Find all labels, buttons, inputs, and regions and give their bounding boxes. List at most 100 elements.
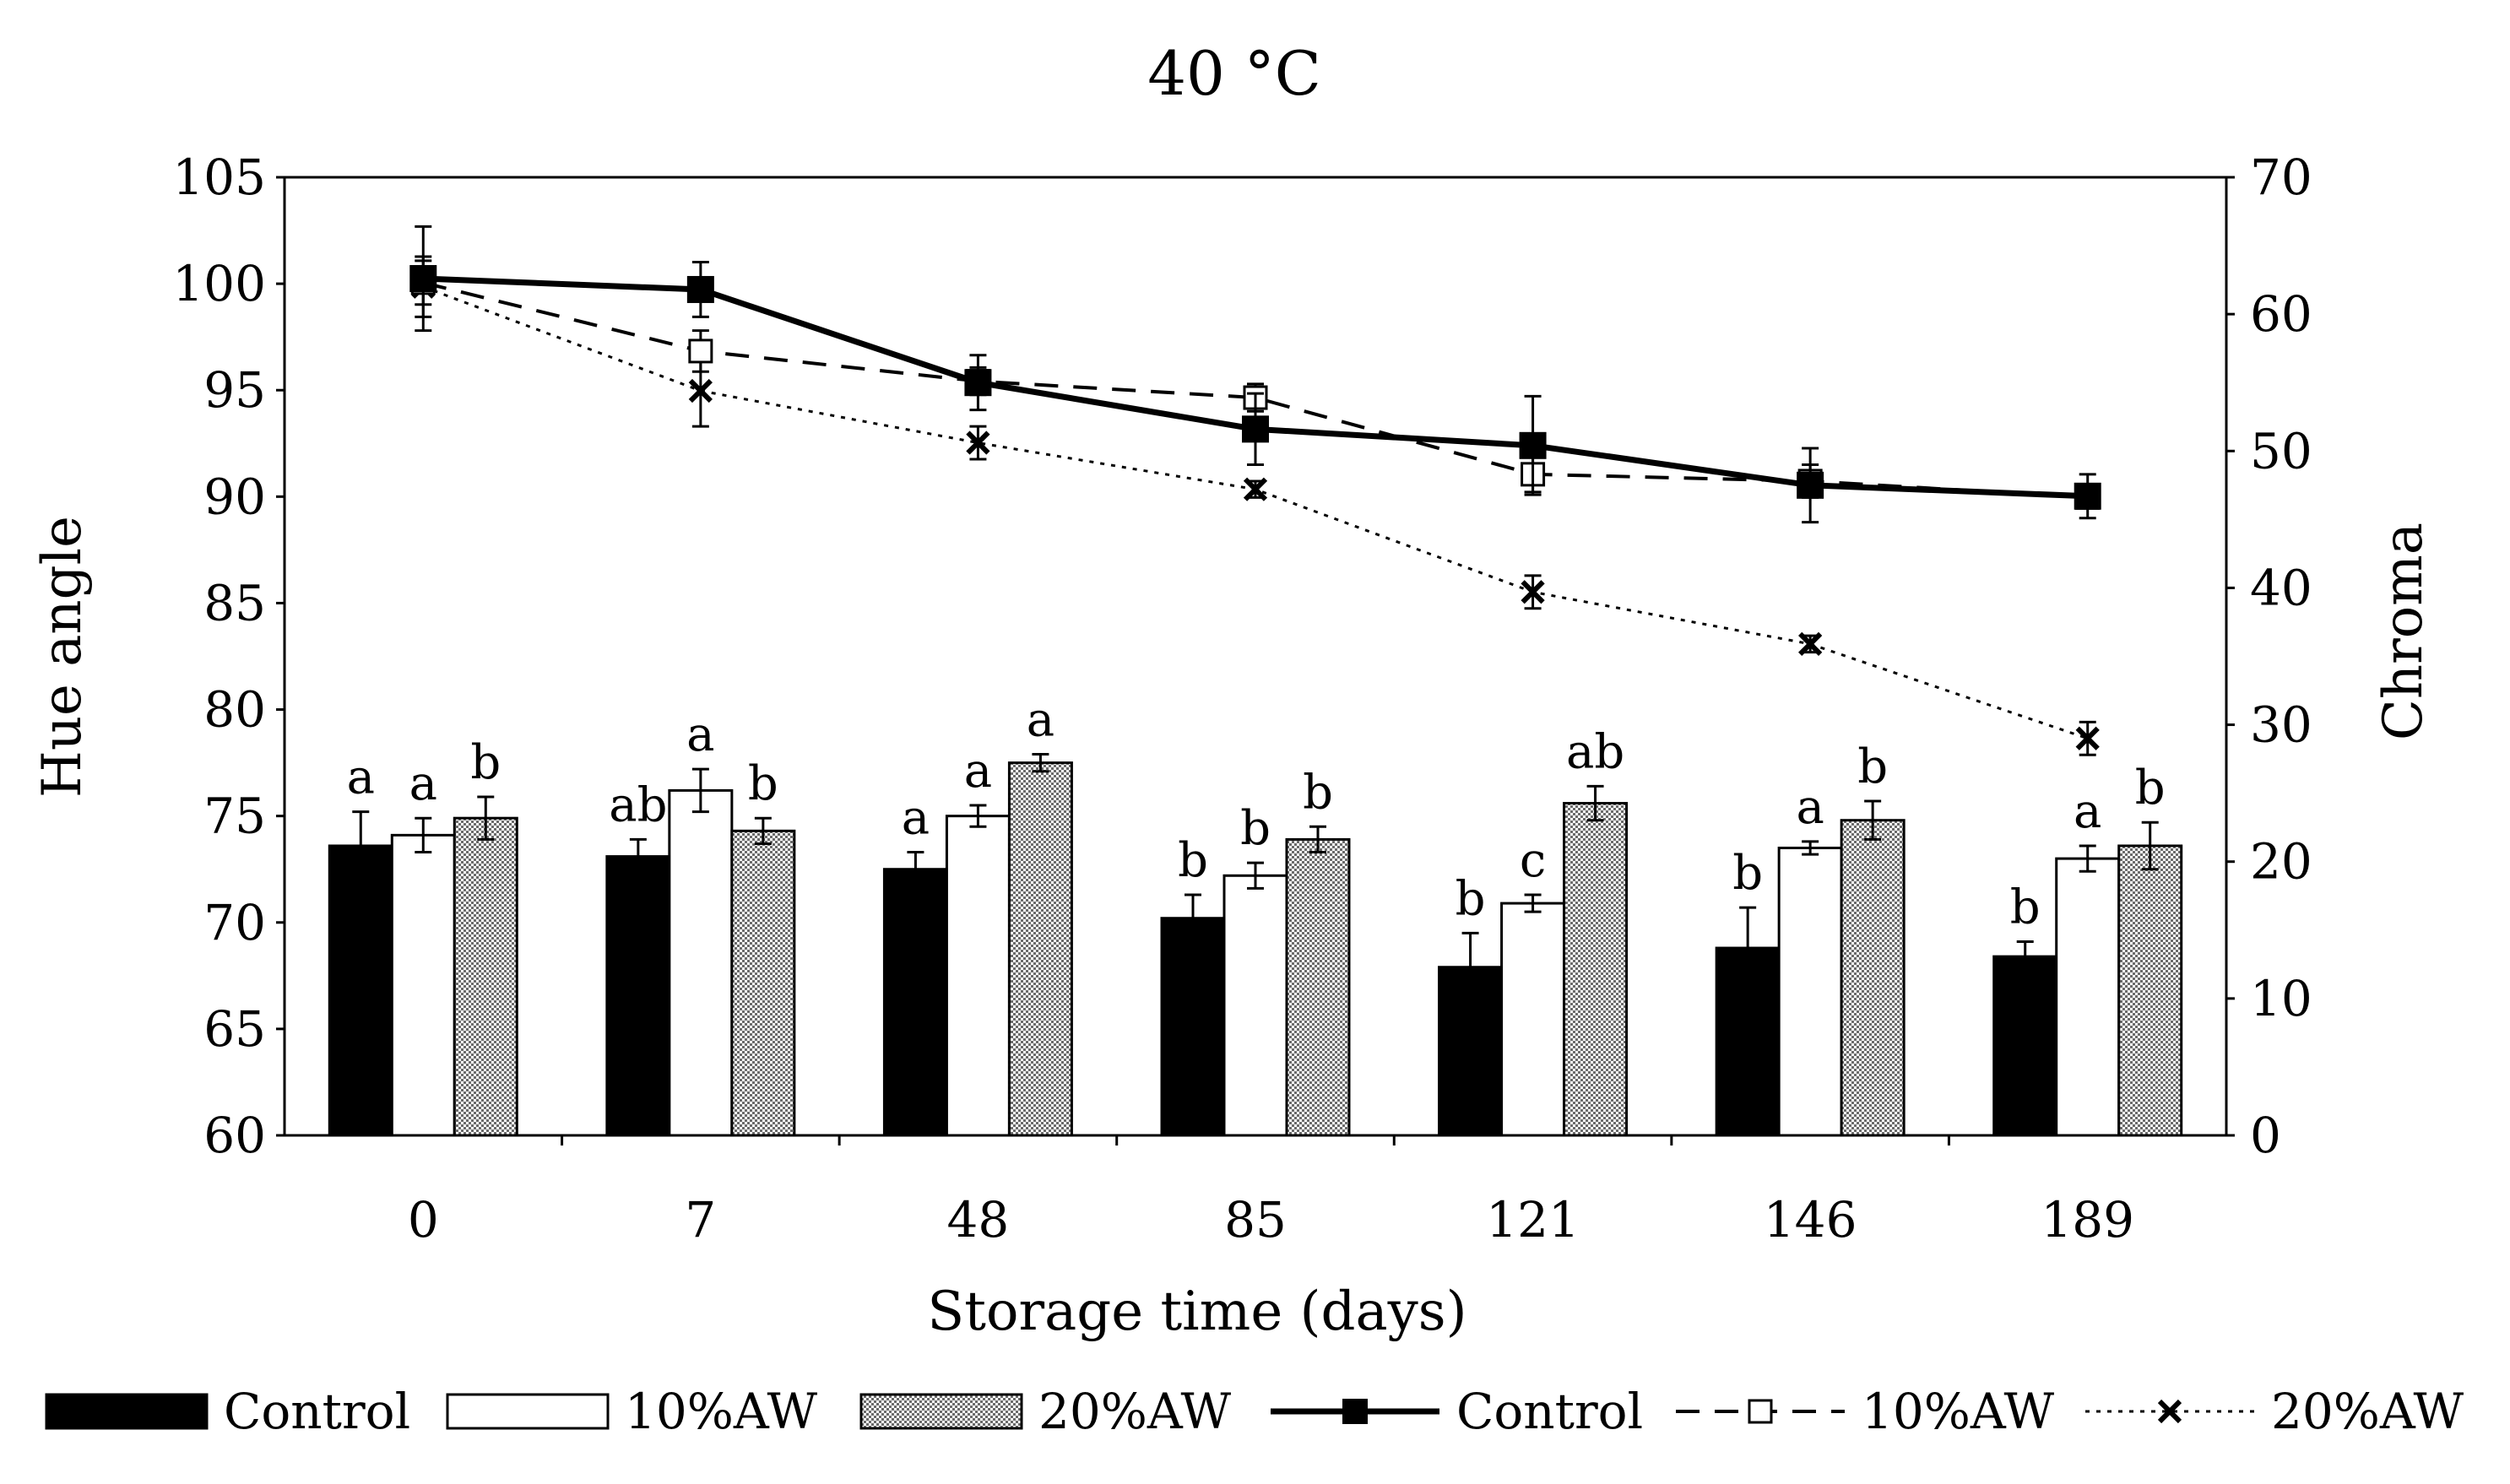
chart-title: 40 °C <box>1147 38 1321 109</box>
significance-letter: b <box>470 735 501 790</box>
y-right-tick-label: 40 <box>2250 559 2312 616</box>
bar-control <box>605 855 671 1137</box>
bar-20pct-aw <box>1285 837 1351 1137</box>
x-tick-label: 85 <box>1224 1191 1287 1248</box>
y-left-tick-label: 85 <box>203 574 266 631</box>
significance-letter: a <box>2074 784 2101 839</box>
marker-20aw <box>1798 631 1823 657</box>
y-right-tick-label: 50 <box>2250 422 2312 479</box>
y-left-tick-label: 95 <box>203 361 266 419</box>
y-left-tick-label: 90 <box>203 468 266 525</box>
legend-label: 20%AW <box>1038 1383 1231 1440</box>
significance-letter: a <box>1796 780 1824 835</box>
marker-20aw <box>966 431 990 455</box>
significance-letter: b <box>1732 846 1763 901</box>
legend-marker <box>1342 1399 1368 1424</box>
bar-control <box>1160 917 1226 1137</box>
bar-20pct-aw <box>453 816 518 1137</box>
marker-20aw <box>688 378 713 403</box>
significance-letter: a <box>409 756 437 811</box>
bar-10pct-aw <box>1500 902 1566 1137</box>
y-left-tick-label: 100 <box>172 255 266 312</box>
y-right-tick-label: 60 <box>2250 285 2312 343</box>
significance-letter: a <box>347 750 375 805</box>
legend-label: 20%AW <box>2271 1383 2464 1440</box>
significance-letter: a <box>686 707 714 762</box>
line-20pct-aw <box>422 285 2089 740</box>
y-axis-right-label: Chroma <box>2372 523 2435 740</box>
significance-letter: b <box>1456 871 1486 926</box>
y-left-tick-label: 105 <box>172 149 266 206</box>
x-tick-label: 7 <box>685 1191 716 1248</box>
y-left-tick-label: 80 <box>203 681 266 739</box>
bar-10pct-aw <box>1222 874 1288 1137</box>
bar-20pct-aw <box>730 829 796 1137</box>
line-series-group <box>409 225 2101 756</box>
marker-control <box>409 264 437 292</box>
legend-label: Control <box>1456 1383 1643 1440</box>
legend-marker <box>2157 1399 2182 1424</box>
legend: Control 10%AW 20%AW Control 10%AW 20%AW <box>45 1383 2464 1440</box>
significance-letter: b <box>748 756 778 811</box>
y-right-tick-label: 30 <box>2250 696 2312 754</box>
right-axis-ticks: 0 10 20 30 40 50 60 70 <box>2226 149 2312 1164</box>
bar-20pct-aw <box>1007 761 1073 1137</box>
significance-letter: b <box>1178 833 1208 888</box>
marker-control <box>2074 482 2101 510</box>
bar-10pct-aw <box>668 788 734 1137</box>
bar-20pct-aw <box>1840 819 1906 1137</box>
marker-control <box>964 369 992 397</box>
plot-frame <box>283 176 2228 1137</box>
marker-20aw <box>1243 477 1268 501</box>
significance-letter: a <box>902 791 930 846</box>
legend-bar-swatch <box>446 1393 610 1430</box>
y-left-tick-label: 60 <box>203 1107 266 1164</box>
significance-letter: a <box>964 744 992 799</box>
significance-letter: b <box>2010 880 2041 934</box>
y-left-tick-label: 70 <box>203 894 266 951</box>
x-axis-label: Storage time (days) <box>927 1281 1466 1343</box>
significance-letter: ab <box>609 777 667 832</box>
bar-10pct-aw <box>945 815 1011 1137</box>
bar-10pct-aw <box>2055 857 2121 1137</box>
significance-letter: b <box>1240 801 1271 856</box>
significance-letter: ab <box>1566 724 1624 779</box>
significance-letter: b <box>1303 765 1333 820</box>
x-tick-label: 189 <box>2041 1191 2134 1248</box>
bar-control <box>328 844 393 1137</box>
y-right-tick-label: 20 <box>2250 833 2312 891</box>
y-right-tick-label: 70 <box>2250 149 2312 206</box>
y-right-tick-label: 0 <box>2250 1107 2281 1164</box>
x-tick-label: 121 <box>1486 1191 1580 1248</box>
legend-label: Control <box>224 1383 410 1440</box>
legend-bar-swatch <box>45 1393 209 1430</box>
bar-10pct-aw <box>1777 847 1843 1137</box>
marker-20aw <box>1521 580 1545 604</box>
marker-control <box>686 275 714 303</box>
x-axis-ticks: 0 7 48 85 121 146 189 <box>408 1135 2134 1248</box>
legend-bar-swatch <box>859 1393 1023 1430</box>
y-axis-left-label: Hue angle <box>31 516 94 798</box>
significance-letter: c <box>1520 833 1546 888</box>
x-tick-label: 0 <box>408 1191 439 1248</box>
legend-label: 10%AW <box>625 1383 817 1440</box>
marker-control <box>1242 415 1269 443</box>
y-right-tick-label: 10 <box>2250 970 2312 1027</box>
bar-control <box>882 868 948 1137</box>
bar-20pct-aw <box>2117 844 2183 1137</box>
legend-label: 10%AW <box>1862 1383 2054 1440</box>
x-tick-label: 48 <box>947 1191 1010 1248</box>
marker-control <box>1797 471 1824 499</box>
marker-20aw <box>2075 726 2100 750</box>
left-axis-ticks: 60 65 70 75 80 85 90 95 100 105 <box>172 149 285 1164</box>
bar-control <box>1992 955 2058 1137</box>
significance-letter: b <box>1857 739 1888 794</box>
legend-marker <box>1748 1399 1773 1424</box>
marker-control <box>1519 431 1547 459</box>
bar-10pct-aw <box>390 833 456 1137</box>
y-left-tick-label: 75 <box>203 788 266 845</box>
marker-10aw <box>688 339 713 364</box>
significance-letter: a <box>1027 693 1054 748</box>
y-left-tick-label: 65 <box>203 1000 266 1058</box>
